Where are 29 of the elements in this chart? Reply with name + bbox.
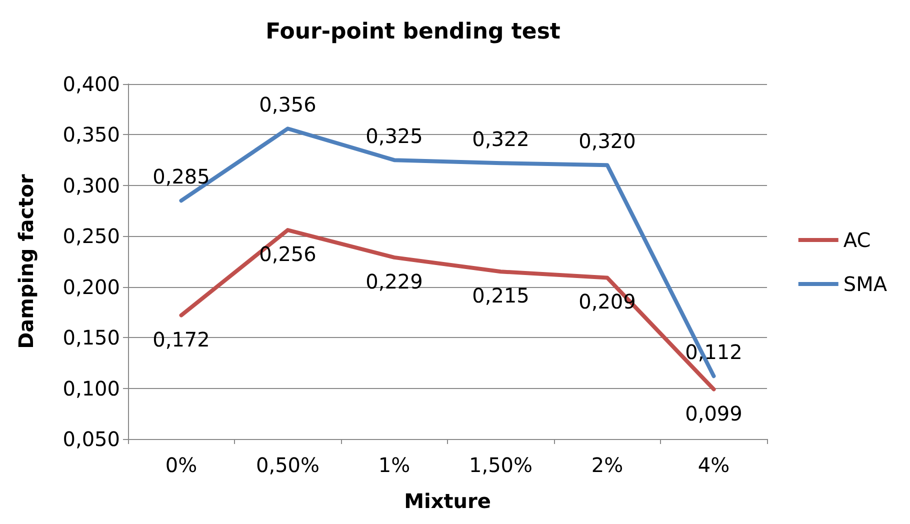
chart-title: Four-point bending test [266,20,561,44]
y-tick-label: 0,200 [62,274,120,299]
x-tick-label: 0% [165,453,198,477]
y-tick-label: 0,250 [62,224,120,248]
x-tick-label: 1% [378,453,410,477]
x-axis-title: Mixture [404,489,491,513]
x-tick-label: 4% [698,453,730,477]
y-tick-label: 0,350 [62,122,120,147]
data-label: 0,256 [259,242,316,266]
x-tick-label: 0,50% [256,453,320,477]
data-label: 0,320 [578,129,636,154]
data-label: 0,172 [152,327,210,352]
y-tick-label: 0,150 [62,326,120,350]
legend-label: SMA [843,272,888,296]
y-tick-label: 0,300 [62,173,120,198]
x-tick-label: 1,50% [468,453,533,477]
x-tick-label: 2% [591,453,624,477]
y-axis-title: Damping factor [14,174,38,349]
y-tick-label: 0,050 [62,427,120,451]
data-label: 0,099 [685,401,742,426]
y-tick-label: 0,400 [62,72,120,96]
y-tick-label: 0,100 [62,376,120,400]
legend-label: AC [843,228,871,252]
data-label: 0,229 [366,269,423,294]
data-label: 0,285 [152,164,210,189]
data-label: 0,322 [472,127,530,152]
data-label: 0,215 [472,284,530,308]
data-label: 0,325 [366,124,423,148]
data-label: 0,356 [259,92,316,117]
